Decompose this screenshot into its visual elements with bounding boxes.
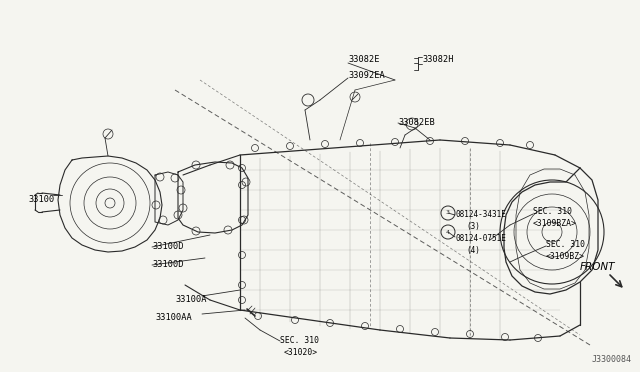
Text: SEC. 310: SEC. 310: [280, 336, 319, 345]
Text: 4: 4: [446, 230, 450, 234]
Text: 33100D: 33100D: [152, 242, 184, 251]
Text: 33100AA: 33100AA: [155, 313, 192, 322]
Text: J3300084: J3300084: [592, 355, 632, 364]
Text: 33100D: 33100D: [152, 260, 184, 269]
Text: (3): (3): [466, 222, 480, 231]
Text: 33082E: 33082E: [348, 55, 380, 64]
Text: <3109BZA>: <3109BZA>: [533, 219, 577, 228]
Text: 33100: 33100: [28, 195, 54, 204]
Text: 33100A: 33100A: [175, 295, 207, 304]
Text: 33092EA: 33092EA: [348, 71, 385, 80]
Text: FRONT: FRONT: [580, 262, 616, 272]
Text: <31020>: <31020>: [284, 348, 318, 357]
Text: 3: 3: [446, 211, 450, 215]
Text: 08124-3431E: 08124-3431E: [456, 210, 507, 219]
Text: SEC. 310: SEC. 310: [533, 207, 572, 216]
Text: 33082EB: 33082EB: [398, 118, 435, 127]
Text: <3109BZ>: <3109BZ>: [546, 252, 585, 261]
Text: 08124-0751E: 08124-0751E: [456, 234, 507, 243]
Text: SEC. 310: SEC. 310: [546, 240, 585, 249]
Text: (4): (4): [466, 246, 480, 255]
Text: 33082H: 33082H: [422, 55, 454, 64]
